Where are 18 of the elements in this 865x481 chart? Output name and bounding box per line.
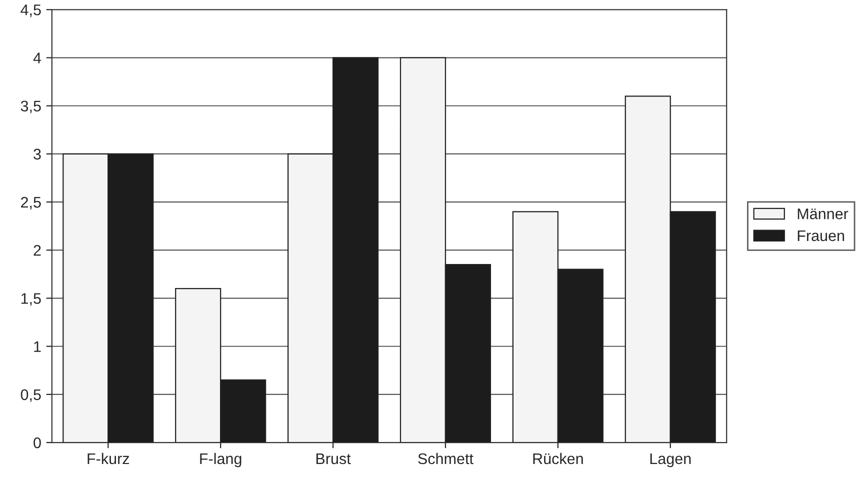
x-tick-label: F-lang bbox=[200, 452, 242, 468]
y-tick-label: 3 bbox=[34, 148, 41, 160]
x-tick-label: Lagen bbox=[650, 454, 691, 468]
legend-label: Männer bbox=[798, 208, 848, 220]
y-tick-label: 0 bbox=[34, 437, 41, 448]
legend-label: Frauen bbox=[798, 230, 844, 242]
y-tick-label: 2 bbox=[34, 244, 41, 256]
y-tick-label: 2,5 bbox=[21, 196, 41, 210]
x-tick-label: Schmett bbox=[418, 452, 474, 464]
y-tick-label: 1,5 bbox=[21, 293, 41, 306]
y-tick-label: 4,5 bbox=[20, 4, 41, 18]
x-tick-label: Brust bbox=[316, 454, 351, 464]
y-tick-label: 4 bbox=[33, 52, 42, 64]
y-tick-label: 0,5 bbox=[20, 389, 41, 402]
x-tick-label: Rücken bbox=[533, 452, 583, 464]
x-tick-label: F-kurz bbox=[88, 452, 130, 464]
y-tick-label: 1 bbox=[34, 341, 41, 352]
y-tick-label: 3,5 bbox=[20, 100, 41, 114]
